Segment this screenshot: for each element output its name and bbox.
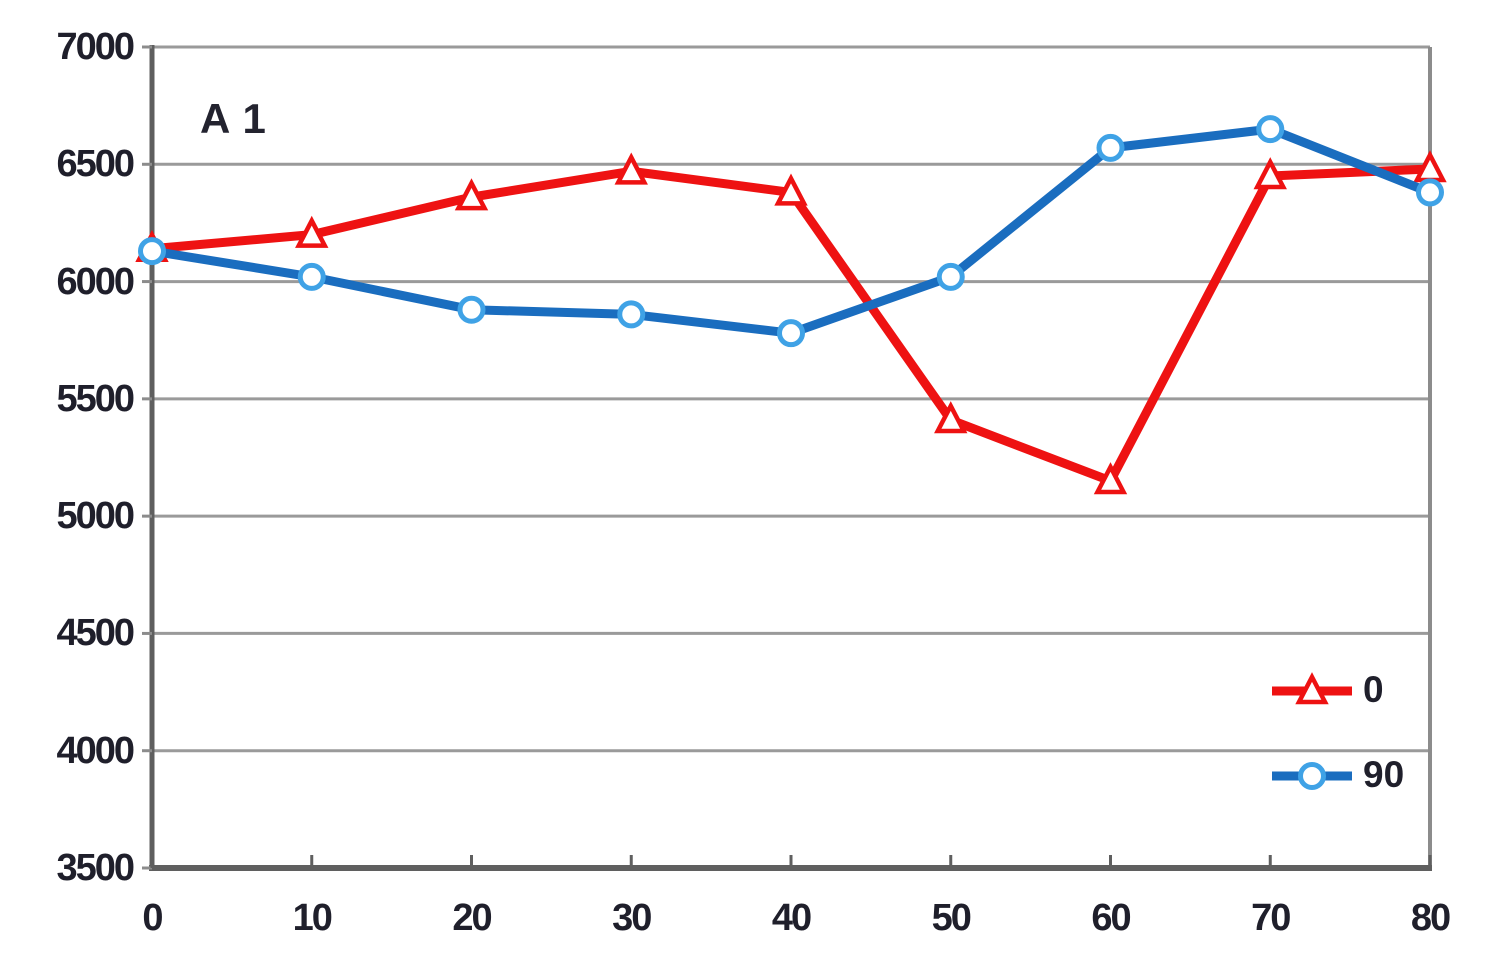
- x-tick-label-30: 30: [612, 897, 652, 939]
- series-0-marker-50: [934, 401, 968, 434]
- x-tick-label-20: 20: [452, 897, 492, 939]
- x-tick-label-0: 0: [142, 897, 163, 939]
- series-90-marker-70: [1256, 115, 1285, 144]
- series-0-marker-40: [774, 173, 808, 206]
- y-tick-label-4500: 4500: [56, 612, 135, 655]
- y-tick-label-5500: 5500: [56, 377, 135, 420]
- x-tick-label-80: 80: [1410, 897, 1451, 939]
- x-tick-label-40: 40: [771, 897, 812, 939]
- series-0-marker-20: [454, 178, 489, 211]
- x-tick-label-60: 60: [1091, 897, 1131, 939]
- chart-annotation: A 1: [200, 95, 267, 142]
- y-tick-label-6500: 6500: [56, 143, 135, 186]
- series-90-marker-10: [297, 262, 326, 291]
- series-90-marker-40: [777, 319, 805, 348]
- y-tick-label-3500: 3500: [56, 847, 135, 889]
- series-90-marker-30: [617, 300, 646, 329]
- y-tick-label-7000: 7000: [56, 26, 135, 68]
- series-0-marker-10: [295, 215, 329, 248]
- legend-label-0: 0: [1363, 669, 1384, 710]
- legend-label-90: 90: [1363, 754, 1405, 795]
- y-tick-label-4000: 4000: [56, 729, 135, 772]
- y-tick-label-5000: 5000: [56, 495, 135, 538]
- series-0-marker-70: [1253, 157, 1287, 190]
- series-90-marker-80: [1416, 178, 1444, 207]
- x-tick-label-70: 70: [1251, 897, 1291, 939]
- x-tick-label-50: 50: [931, 897, 972, 939]
- series-0-marker-30: [614, 152, 648, 185]
- series-90-marker-50: [936, 262, 965, 291]
- x-tick-label-10: 10: [292, 897, 333, 939]
- series-90-marker-0: [138, 237, 166, 266]
- series-90-marker-60: [1096, 133, 1125, 162]
- series-0-marker-60: [1093, 462, 1128, 495]
- y-tick-label-6000: 6000: [56, 260, 135, 303]
- series-90-marker-20: [457, 295, 486, 324]
- legend-marker-0: [1295, 672, 1329, 705]
- legend-marker-90: [1298, 762, 1326, 790]
